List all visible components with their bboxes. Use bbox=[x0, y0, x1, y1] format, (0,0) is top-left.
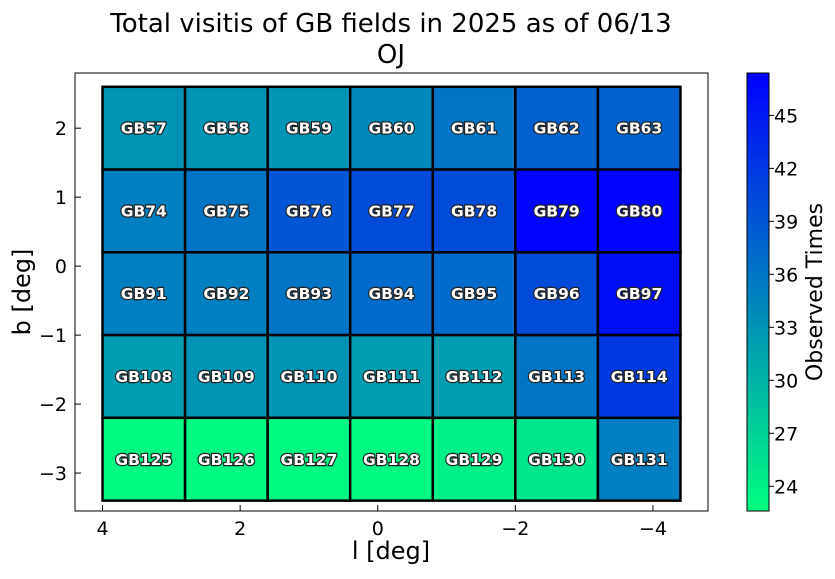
field-label: GB125 bbox=[115, 451, 172, 469]
plot-frame bbox=[74, 72, 709, 512]
field-label: GB60 bbox=[368, 120, 414, 138]
heatmap-cell bbox=[266, 416, 352, 502]
chart-subtitle: OJ bbox=[377, 40, 405, 70]
field-label: GB93 bbox=[286, 285, 332, 303]
field-label: GB111 bbox=[363, 368, 420, 386]
heatmap-cell bbox=[266, 251, 352, 337]
y-tick-label: 2 bbox=[55, 118, 67, 140]
field-label: GB127 bbox=[280, 451, 337, 469]
field-label: GB62 bbox=[534, 120, 580, 138]
x-tick-label: 2 bbox=[234, 518, 246, 540]
colorbar-tick-label: 30 bbox=[774, 370, 798, 392]
x-tick-label: −4 bbox=[639, 518, 667, 540]
field-label: GB110 bbox=[280, 368, 337, 386]
field-label: GB97 bbox=[616, 285, 662, 303]
field-label: GB128 bbox=[363, 451, 420, 469]
field-label: GB95 bbox=[451, 285, 497, 303]
colorbar-tick-label: 27 bbox=[774, 423, 798, 445]
field-label: GB74 bbox=[121, 202, 167, 220]
heatmap-cell bbox=[596, 251, 682, 337]
field-label: GB92 bbox=[203, 285, 249, 303]
y-axis-ticks: 2 1 0 −1 −2 −3 bbox=[39, 118, 81, 485]
field-label: GB131 bbox=[611, 451, 668, 469]
heatmap-cell bbox=[183, 251, 269, 337]
field-label: GB76 bbox=[286, 202, 332, 220]
colorbar-tick-label: 24 bbox=[774, 476, 798, 498]
chart-title: Total visitis of GB fields in 2025 as of… bbox=[109, 9, 671, 39]
y-axis-label: b [deg] bbox=[8, 249, 36, 336]
field-label: GB91 bbox=[121, 285, 167, 303]
field-label: GB113 bbox=[528, 368, 585, 386]
field-label: GB112 bbox=[446, 368, 503, 386]
y-tick-label: −1 bbox=[39, 325, 67, 347]
field-label: GB59 bbox=[286, 120, 332, 138]
y-tick-label: 0 bbox=[55, 256, 67, 278]
field-label: GB80 bbox=[616, 202, 662, 220]
heatmap-cell bbox=[183, 333, 269, 420]
x-tick-label: 4 bbox=[96, 518, 108, 540]
field-label: GB126 bbox=[198, 451, 255, 469]
heatmap-cell bbox=[596, 416, 682, 502]
heatmap-cell bbox=[514, 333, 600, 420]
field-label: GB61 bbox=[451, 120, 497, 138]
x-tick-label: −2 bbox=[501, 518, 529, 540]
heatmap-cell bbox=[514, 251, 600, 337]
field-label: GB75 bbox=[203, 202, 249, 220]
colorbar-tick-label: 42 bbox=[774, 158, 798, 180]
field-label: GB58 bbox=[203, 120, 249, 138]
field-label: GB79 bbox=[534, 202, 580, 220]
colorbar-tick-label: 45 bbox=[774, 105, 798, 127]
field-label: GB109 bbox=[198, 368, 255, 386]
field-label: GB114 bbox=[611, 368, 668, 386]
heatmap-cell bbox=[101, 333, 187, 420]
y-tick-label: −3 bbox=[39, 463, 67, 485]
field-label: GB130 bbox=[528, 451, 585, 469]
heatmap-cells bbox=[101, 85, 682, 502]
heatmap-cell bbox=[514, 416, 600, 502]
heatmap-cell bbox=[101, 85, 187, 171]
colorbar-tick-label: 39 bbox=[774, 211, 798, 233]
colorbar bbox=[746, 72, 770, 512]
field-label: GB77 bbox=[368, 202, 414, 220]
field-label: GB78 bbox=[451, 202, 497, 220]
heatmap-cell bbox=[431, 168, 517, 254]
heatmap-cell bbox=[431, 251, 517, 337]
heatmap-cell bbox=[101, 416, 187, 502]
heatmap-cell bbox=[514, 85, 600, 171]
colorbar-ticks: 24 27 30 33 36 39 42 45 bbox=[769, 105, 798, 498]
field-label: GB129 bbox=[446, 451, 503, 469]
heatmap-cell bbox=[266, 168, 352, 254]
heatmap-cell bbox=[101, 168, 187, 254]
y-tick-label: 1 bbox=[55, 187, 67, 209]
field-label: GB96 bbox=[534, 285, 580, 303]
heatmap-cell bbox=[596, 168, 682, 254]
field-label: GB57 bbox=[121, 120, 167, 138]
x-tick-label: 0 bbox=[372, 518, 384, 540]
x-axis-label: l [deg] bbox=[352, 537, 430, 565]
x-axis-ticks: 4 2 0 −2 −4 bbox=[96, 505, 667, 540]
field-label: GB94 bbox=[368, 285, 414, 303]
colorbar-tick-label: 33 bbox=[774, 317, 798, 339]
field-label: GB63 bbox=[616, 120, 662, 138]
colorbar-tick-label: 36 bbox=[774, 264, 798, 286]
colorbar-label: Observed Times bbox=[803, 203, 828, 381]
field-label: GB108 bbox=[115, 368, 172, 386]
y-tick-label: −2 bbox=[39, 394, 67, 416]
field-labels: GB57 GB58 GB59 GB60 GB61 GB62 GB63 GB74 GB75 GB76… bbox=[114, 118, 669, 469]
heatmap-cell bbox=[183, 85, 269, 171]
